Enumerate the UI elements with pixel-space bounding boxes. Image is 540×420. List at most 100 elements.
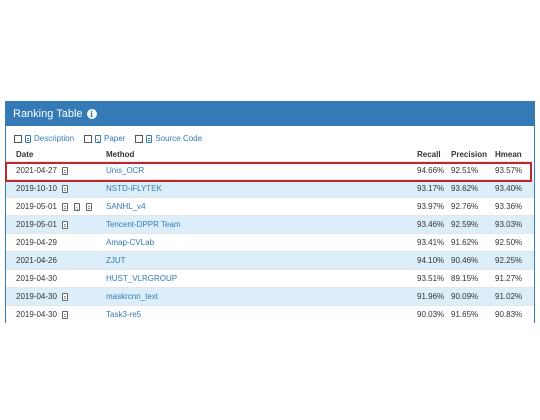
method-link[interactable]: Tencent-DPPR Team [106, 220, 181, 229]
document-icon[interactable] [61, 220, 68, 229]
method-link[interactable]: SANHL_v4 [106, 202, 146, 211]
row-hmean: 93.57% [495, 161, 534, 180]
column-header-precision[interactable]: Precision [451, 150, 488, 159]
document-icon[interactable] [61, 202, 68, 211]
ranking-table-panel: Ranking Table i Description Paper Source… [5, 101, 535, 323]
pdf-icon [95, 134, 102, 143]
row-precision: 92.59% [451, 215, 495, 234]
row-date: 2021-04-26 [16, 256, 57, 265]
toggle-paper[interactable]: Paper [84, 134, 125, 143]
row-precision: 92.51% [451, 161, 495, 180]
code-icon [146, 134, 153, 143]
info-circle-icon[interactable]: i [86, 109, 97, 119]
document-icon [25, 134, 31, 143]
row-precision: 92.76% [451, 197, 495, 216]
row-hmean: 92.50% [495, 233, 534, 252]
toggle-description[interactable]: Description [14, 134, 74, 143]
row-date-cell: 2021-04-26 [6, 251, 106, 270]
row-date-cell: 2019-05-01 [6, 215, 106, 234]
toggle-description-label: Description [34, 134, 75, 143]
toggle-paper-label: Paper [104, 134, 126, 143]
toggle-source-code-label: Source Code [155, 134, 203, 143]
row-method-cell: Amap-CVLab [106, 233, 417, 252]
table-row: 2019-05-01 Tencent-DPPR Team 93.46% 92.59% 9… [6, 215, 534, 234]
column-header-hmean[interactable]: Hmean [495, 150, 522, 159]
row-hmean: 91.27% [495, 269, 534, 288]
row-date: 2019-10-10 [16, 184, 57, 193]
row-hmean: 90.83% [495, 305, 534, 323]
row-recall: 93.51% [417, 269, 451, 288]
table-row: 2021-04-27 Unis_OCR 94.66% 92.51% 93.57% [6, 161, 534, 180]
row-precision: 93.62% [451, 179, 495, 198]
method-link[interactable]: NSTD-iFLYTEK [106, 184, 162, 193]
table-header-row: Date Method Recall Precision Hmean [6, 148, 534, 162]
row-date-cell: 2019-10-10 [6, 179, 106, 198]
row-recall: 91.96% [417, 287, 451, 306]
document-icon[interactable] [61, 184, 68, 193]
row-method-cell: Unis_OCR [106, 161, 417, 180]
row-recall: 94.10% [417, 251, 451, 270]
row-method-cell: Tencent-DPPR Team [106, 215, 417, 234]
ranking-table: Date Method Recall Precision Hmean 2021-… [6, 148, 534, 323]
column-header-recall[interactable]: Recall [417, 150, 441, 159]
column-header-date[interactable]: Date [16, 150, 34, 159]
row-date: 2019-05-01 [16, 220, 57, 229]
row-precision: 91.65% [451, 305, 495, 323]
method-link[interactable]: maskrcnn_text [106, 292, 159, 301]
document-icon[interactable] [61, 310, 68, 319]
row-method-cell: SANHL_v4 [106, 197, 417, 216]
table-row: 2019-04-30 maskrcnn_text 91.96% 90.09% 91.02… [6, 287, 534, 306]
row-date: 2019-04-30 [16, 274, 57, 283]
row-recall: 93.17% [417, 179, 451, 198]
row-method-cell: ZJUT [106, 251, 417, 270]
row-hmean: 92.25% [495, 251, 534, 270]
method-link[interactable]: Unis_OCR [106, 166, 145, 175]
pdf-icon[interactable] [73, 202, 80, 211]
panel-header: Ranking Table i [6, 102, 534, 126]
column-toggles: Description Paper Source Code [14, 134, 212, 143]
row-recall: 93.46% [417, 215, 451, 234]
method-link[interactable]: Amap-CVLab [106, 238, 155, 247]
row-precision: 89.15% [451, 269, 495, 288]
row-recall: 90.03% [417, 305, 451, 323]
row-precision: 90.09% [451, 287, 495, 306]
row-recall: 94.66% [417, 161, 451, 180]
document-icon[interactable] [85, 202, 92, 211]
source-code-checkbox[interactable] [135, 134, 144, 143]
method-link[interactable]: ZJUT [106, 256, 126, 265]
row-hmean: 93.40% [495, 179, 534, 198]
row-method-cell: HUST_VLRGROUP [106, 269, 417, 288]
row-method-cell: NSTD-iFLYTEK [106, 179, 417, 198]
row-date: 2021-04-27 [16, 166, 57, 175]
row-date-cell: 2019-05-01 [6, 197, 106, 216]
document-icon[interactable] [61, 166, 68, 175]
row-date-cell: 2019-04-30 [6, 269, 106, 288]
method-link[interactable]: HUST_VLRGROUP [106, 274, 178, 283]
row-method-cell: maskrcnn_text [106, 287, 417, 306]
row-date: 2019-04-30 [16, 292, 57, 301]
table-row: 2019-05-01 SANHL_v4 93.97% 92.76% 93.36% [6, 197, 534, 216]
column-header-method[interactable]: Method [106, 150, 135, 159]
row-method-cell: Task3-re5 [106, 305, 417, 323]
description-checkbox[interactable] [14, 134, 22, 143]
row-date-cell: 2021-04-27 [6, 161, 106, 180]
row-hmean: 91.02% [495, 287, 534, 306]
toggle-source-code[interactable]: Source Code [135, 134, 202, 143]
row-date-cell: 2019-04-30 [6, 287, 106, 306]
row-precision: 90.46% [451, 251, 495, 270]
document-icon[interactable] [61, 292, 68, 301]
panel-title: Ranking Table [13, 108, 83, 120]
table-row: 2019-10-10 NSTD-iFLYTEK 93.17% 93.62% 93.40% [6, 179, 534, 198]
row-recall: 93.41% [417, 233, 451, 252]
row-date-cell: 2019-04-29 [6, 233, 106, 252]
row-date: 2019-04-30 [16, 310, 57, 319]
row-date: 2019-05-01 [16, 202, 57, 211]
table-row: 2019-04-30 HUST_VLRGROUP 93.51% 89.15% 91.27… [6, 269, 534, 288]
row-hmean: 93.03% [495, 215, 534, 234]
row-date: 2019-04-29 [16, 238, 57, 247]
method-link[interactable]: Task3-re5 [106, 310, 142, 319]
paper-checkbox[interactable] [84, 134, 93, 143]
table-row: 2019-04-29 Amap-CVLab 93.41% 91.62% 92.50% [6, 233, 534, 252]
table-row: 2021-04-26 ZJUT 94.10% 90.46% 92.25% [6, 251, 534, 270]
row-recall: 93.97% [417, 197, 451, 216]
